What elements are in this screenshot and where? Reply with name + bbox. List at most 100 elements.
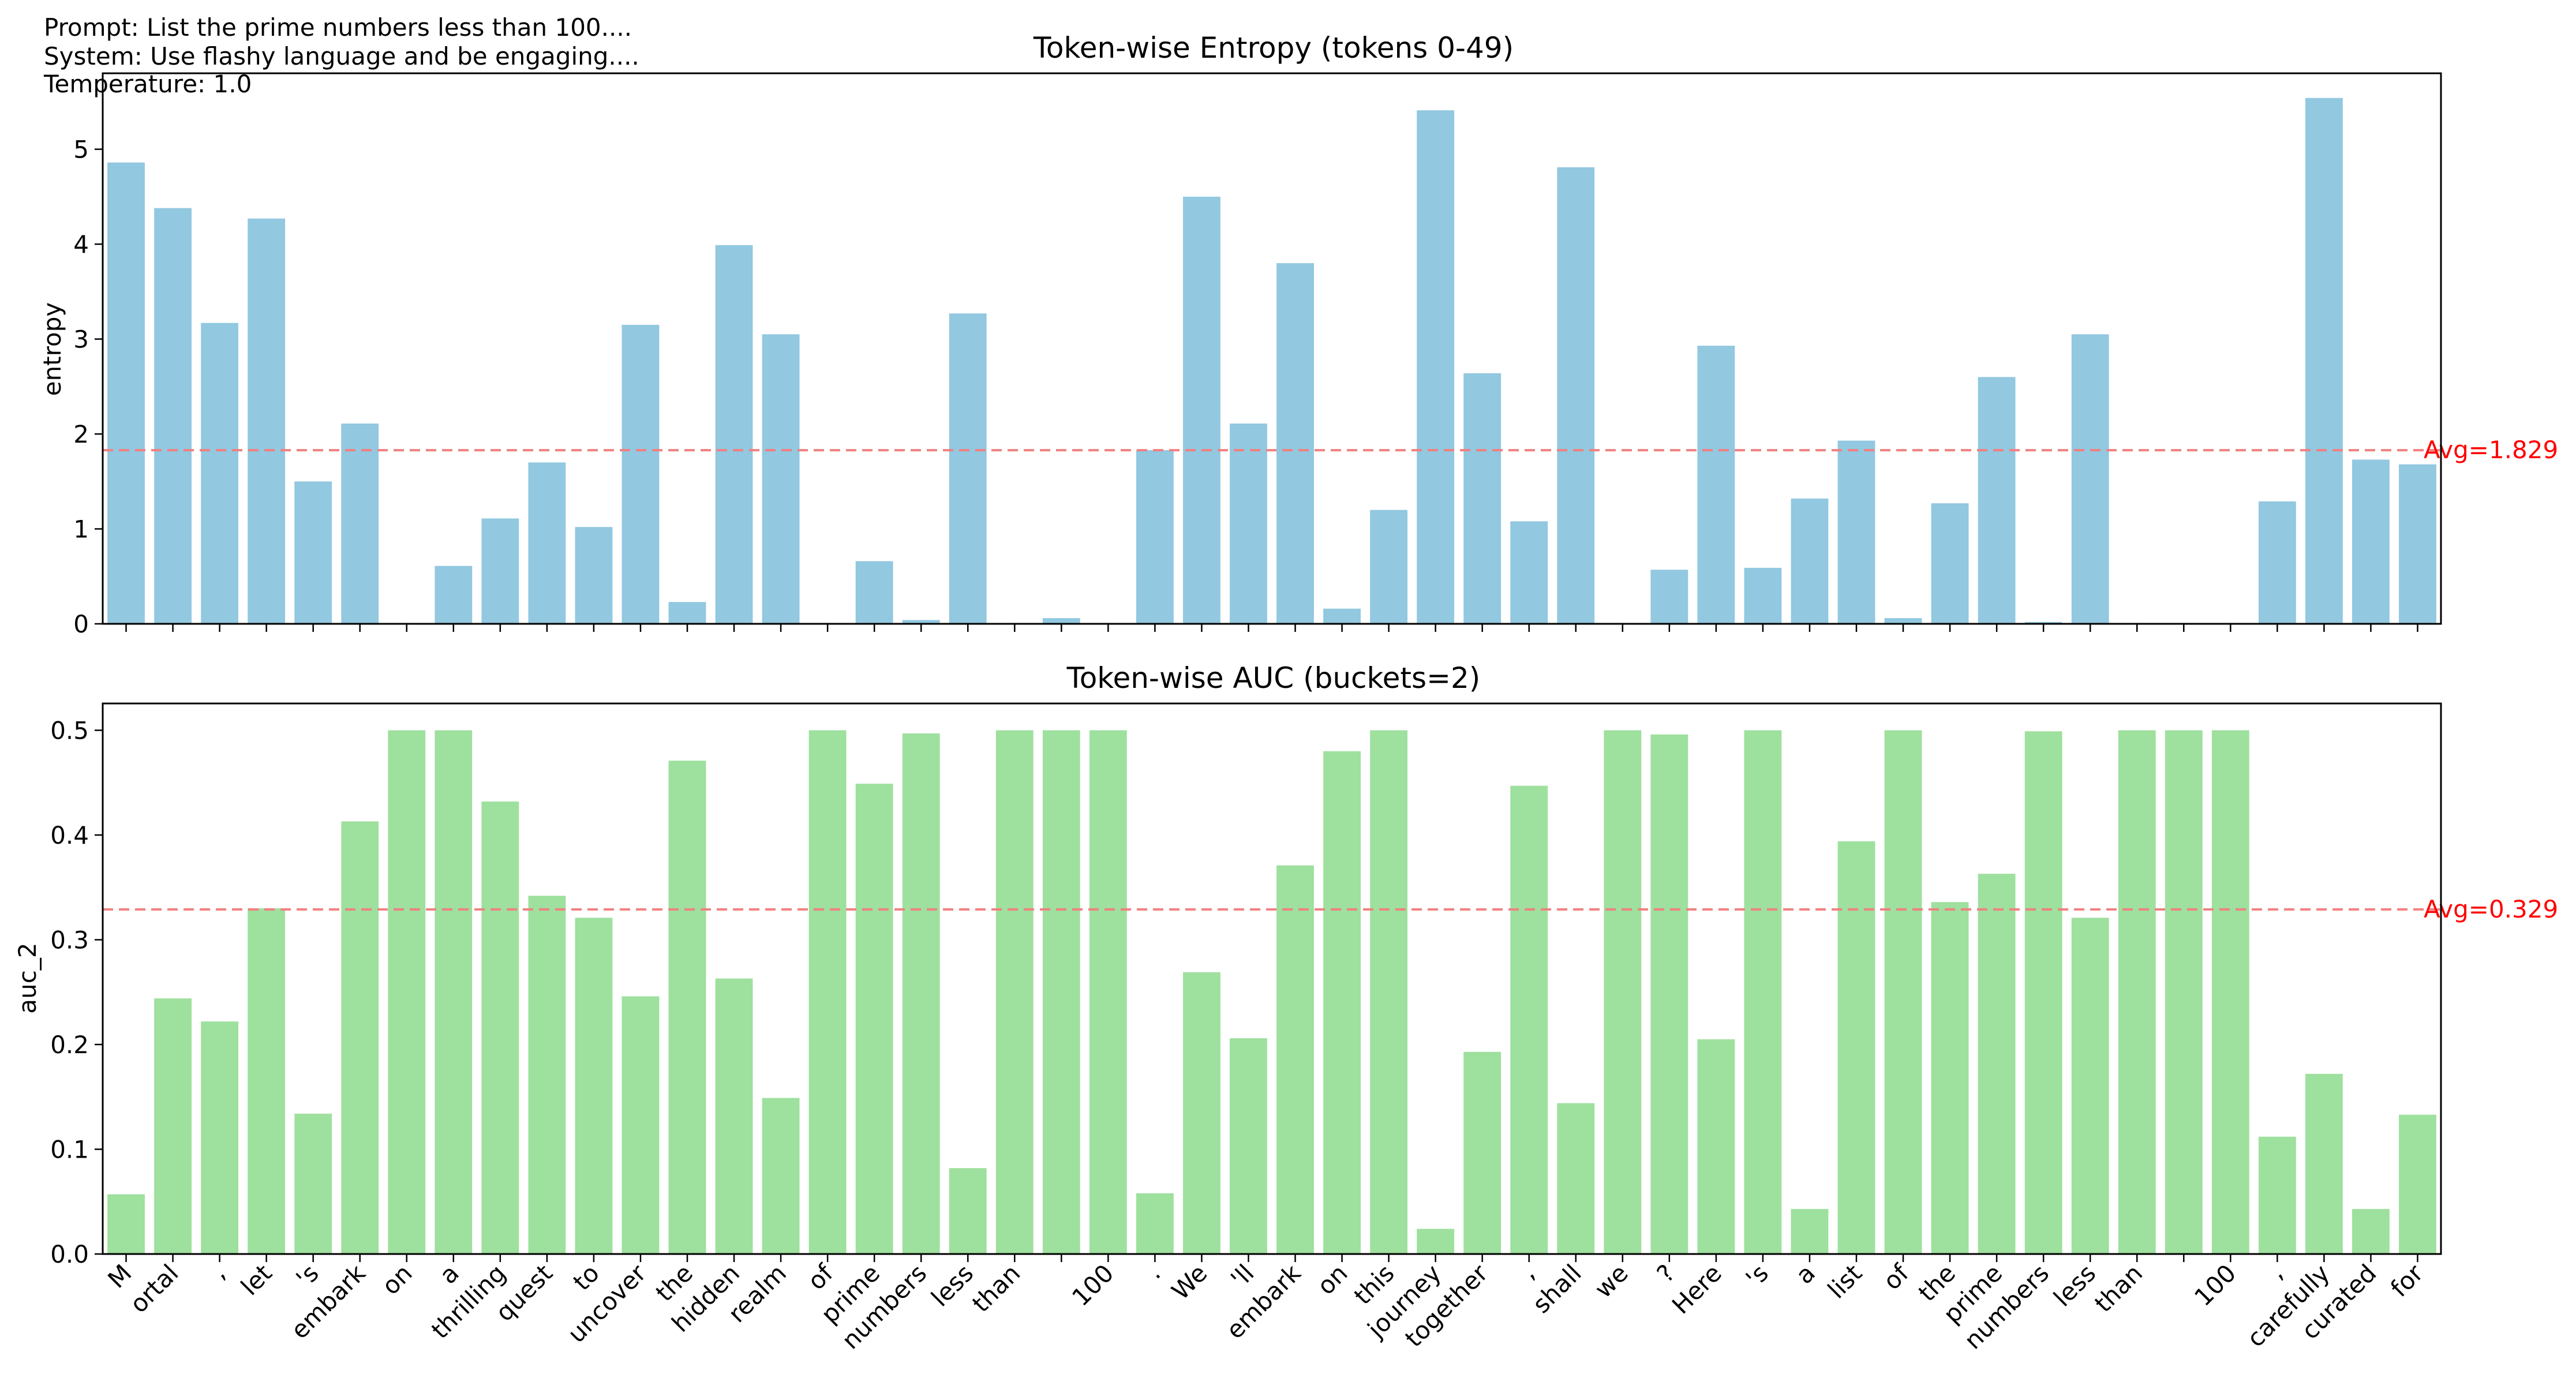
entropy-chart-title: Token-wise Entropy (tokens 0-49) xyxy=(1033,31,1514,65)
entropy-bar xyxy=(1978,377,2016,624)
entropy-bar xyxy=(481,518,519,624)
entropy-x-ticks xyxy=(125,624,2418,632)
auc-bar xyxy=(294,1113,332,1254)
entropy-bar xyxy=(575,527,613,624)
auc-bar xyxy=(2071,918,2109,1254)
auc-bar xyxy=(1417,1229,1455,1254)
auc-bar xyxy=(1697,1039,1735,1254)
entropy-bar xyxy=(1230,423,1267,624)
auc-bar xyxy=(528,896,566,1254)
entropy-bar xyxy=(154,208,192,624)
entropy-y-tick-label: 5 xyxy=(73,136,89,164)
entropy-bar xyxy=(902,620,940,624)
entropy-bar xyxy=(2024,622,2062,624)
entropy-bar xyxy=(248,218,286,624)
auc-bar xyxy=(154,998,192,1254)
entropy-bar xyxy=(1557,167,1595,624)
entropy-bar xyxy=(1837,440,1875,624)
system-text: System: Use flashy language and be engag… xyxy=(44,42,639,70)
auc-y-tick-label: 0.0 xyxy=(50,1240,89,1268)
auc-y-tick-label: 0.2 xyxy=(50,1031,89,1059)
auc-bar xyxy=(248,908,286,1254)
auc-avg-label: Avg=0.329 xyxy=(2424,895,2558,923)
entropy-bar xyxy=(1931,503,1969,624)
auc-bar xyxy=(2352,1208,2390,1254)
entropy-y-tick-label: 4 xyxy=(73,230,89,259)
entropy-plot-frame xyxy=(102,72,2442,625)
auc-bar xyxy=(1089,730,1127,1254)
entropy-bar xyxy=(1417,110,1455,624)
entropy-bars xyxy=(107,98,2436,624)
auc-bar xyxy=(1042,730,1080,1254)
auc-y-ticks: 0.0 0.1 0.2 0.3 0.4 0.5 xyxy=(50,716,103,1268)
auc-y-tick-label: 0.4 xyxy=(50,821,89,849)
auc-bar xyxy=(902,733,940,1254)
auc-y-axis-label: auc_2 xyxy=(13,942,42,1013)
auc-bar xyxy=(1370,730,1408,1254)
auc-bar xyxy=(2258,1136,2296,1254)
entropy-bar xyxy=(2399,464,2436,624)
auc-y-tick-label: 0.3 xyxy=(50,926,89,954)
entropy-bar xyxy=(1136,450,1174,624)
entropy-bar xyxy=(621,324,660,624)
entropy-y-tick-label: 2 xyxy=(73,420,89,448)
auc-bar xyxy=(949,1168,987,1254)
auc-bar xyxy=(2211,730,2249,1254)
auc-bar xyxy=(1978,874,2016,1254)
entropy-bar xyxy=(1510,521,1548,624)
entropy-y-ticks: 0 1 2 3 4 5 xyxy=(73,136,103,638)
auc-bar xyxy=(621,996,660,1254)
temperature-text: Temperature: 1.0 xyxy=(43,70,252,98)
auc-bar xyxy=(2165,730,2203,1254)
entropy-bar xyxy=(2352,459,2390,624)
auc-bar xyxy=(1604,730,1642,1254)
entropy-bar xyxy=(1884,618,1922,624)
auc-bar xyxy=(1323,751,1361,1254)
auc-bar xyxy=(855,784,893,1254)
entropy-bar xyxy=(2258,501,2296,624)
auc-y-tick-label: 0.5 xyxy=(50,716,89,744)
entropy-y-tick-label: 1 xyxy=(73,515,89,544)
auc-bar xyxy=(762,1098,800,1254)
auc-bar xyxy=(1463,1051,1502,1254)
auc-bar xyxy=(1931,902,1969,1254)
entropy-bar xyxy=(855,561,893,624)
entropy-bar xyxy=(294,481,332,624)
entropy-bar xyxy=(715,245,753,624)
entropy-bar xyxy=(435,566,473,624)
auc-bar xyxy=(715,978,753,1254)
entropy-bar xyxy=(1744,567,1782,624)
entropy-bar xyxy=(1791,498,1829,624)
auc-bar xyxy=(201,1021,239,1254)
auc-plot-frame xyxy=(102,702,2442,1255)
entropy-panel: Token-wise Entropy (tokens 0-49) entropy… xyxy=(38,31,2558,638)
auc-bars xyxy=(107,730,2436,1254)
entropy-bar xyxy=(201,323,239,624)
auc-bar xyxy=(575,918,613,1254)
entropy-bar xyxy=(1650,570,1688,624)
auc-bar xyxy=(1136,1193,1174,1254)
auc-bar xyxy=(107,1194,145,1254)
entropy-bar xyxy=(341,423,379,624)
auc-y-tick-label: 0.1 xyxy=(50,1135,89,1163)
auc-bar xyxy=(1884,730,1922,1254)
entropy-bar xyxy=(949,313,987,624)
entropy-bar xyxy=(1183,196,1220,624)
entropy-y-axis-label: entropy xyxy=(38,302,66,396)
entropy-bar xyxy=(1276,263,1314,624)
auc-bar xyxy=(481,801,519,1254)
entropy-avg-label: Avg=1.829 xyxy=(2424,436,2558,464)
auc-bar xyxy=(1744,730,1782,1254)
entropy-bar xyxy=(762,334,800,624)
auc-bar xyxy=(2305,1073,2343,1254)
auc-bar xyxy=(1557,1103,1595,1254)
entropy-bar xyxy=(1463,373,1502,624)
auc-bar xyxy=(388,730,426,1254)
entropy-bar xyxy=(107,162,145,624)
auc-bar xyxy=(1650,734,1688,1254)
entropy-bar xyxy=(2305,98,2343,624)
auc-bar xyxy=(1837,841,1875,1254)
entropy-y-tick-label: 3 xyxy=(73,325,89,354)
auc-bar xyxy=(668,761,706,1254)
